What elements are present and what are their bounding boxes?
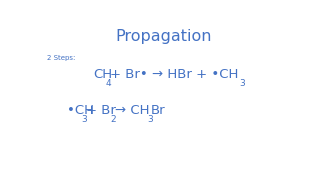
Text: 3: 3 [240, 79, 245, 88]
Text: + Br: + Br [86, 104, 116, 117]
Text: Br: Br [151, 104, 166, 117]
Text: 2 Steps:: 2 Steps: [47, 55, 76, 61]
Text: Propagation: Propagation [116, 28, 212, 44]
Text: + Br• → HBr + •CH: + Br• → HBr + •CH [110, 68, 238, 81]
Text: CH: CH [93, 68, 112, 81]
Text: 3: 3 [82, 115, 87, 124]
Text: 3: 3 [147, 115, 153, 124]
Text: → CH: → CH [115, 104, 149, 117]
Text: 2: 2 [111, 115, 116, 124]
Text: 4: 4 [106, 79, 111, 88]
Text: •CH: •CH [67, 104, 94, 117]
